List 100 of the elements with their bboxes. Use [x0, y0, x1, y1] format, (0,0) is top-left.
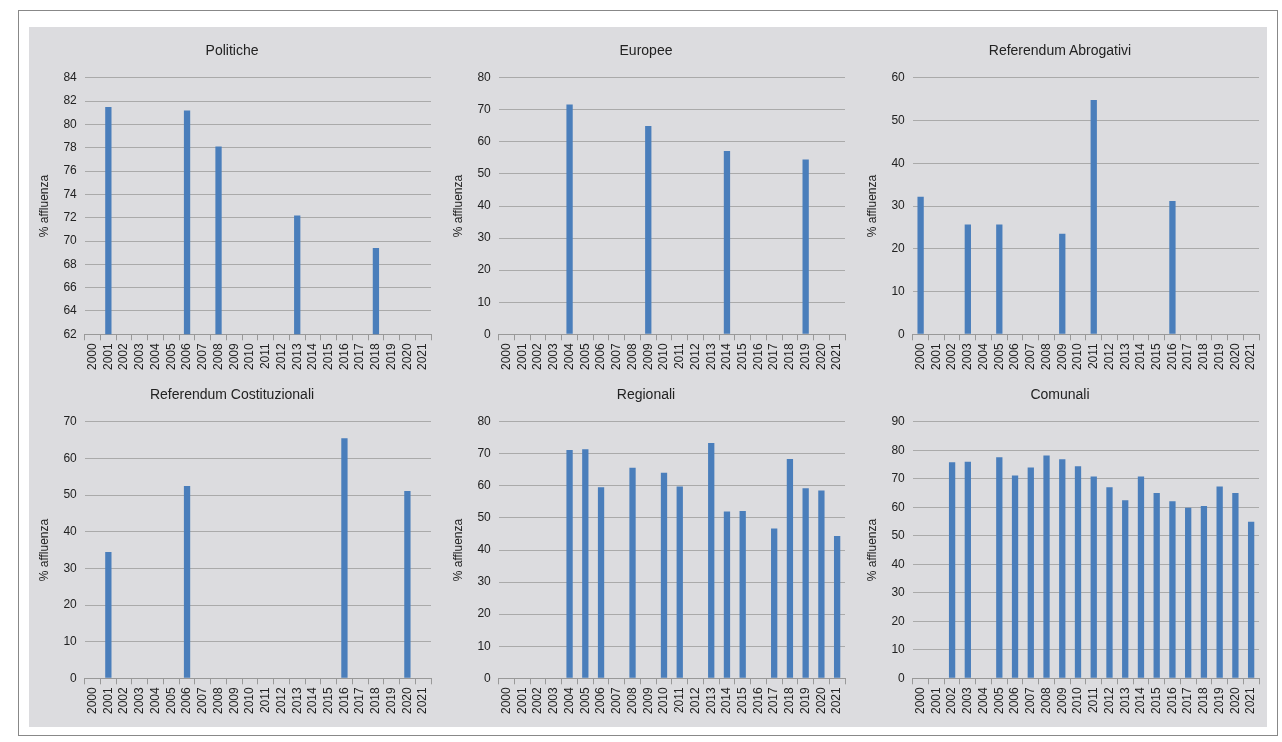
x-tick-label: 2016	[1164, 342, 1179, 371]
y-tick-label: 20	[477, 262, 492, 277]
x-tick-label: 2020	[813, 686, 828, 715]
bar	[1090, 476, 1097, 678]
bar	[1059, 459, 1066, 678]
x-tick-label: 2014	[305, 686, 320, 715]
x-tick-label: 2019	[383, 686, 398, 715]
y-tick-label: 40	[477, 542, 492, 557]
y-tick-label: 70	[63, 233, 78, 248]
x-tick-label: 2014	[719, 342, 734, 371]
x-tick-label: 2014	[719, 686, 734, 715]
x-tick-label: 2015	[1149, 686, 1164, 715]
y-tick-label: 50	[891, 528, 906, 543]
x-tick-label: 2007	[609, 342, 624, 371]
x-tick-label: 2012	[273, 686, 288, 715]
x-tick-label: 2017	[766, 686, 781, 715]
x-tick-label: 2009	[1054, 686, 1069, 715]
x-tick-label: 2020	[399, 342, 414, 371]
x-tick-label: 2008	[1038, 342, 1053, 371]
x-tick-label: 2003	[546, 686, 561, 715]
y-tick-label: 0	[70, 670, 78, 685]
x-tick-label: 2013	[703, 686, 718, 715]
x-tick-label: 2021	[1243, 686, 1258, 715]
y-tick-label: 50	[891, 112, 906, 127]
y-tick-label: 80	[891, 442, 906, 457]
x-tick-label: 2009	[640, 686, 655, 715]
bar	[1011, 475, 1019, 678]
x-tick-label: 2002	[530, 686, 545, 715]
x-tick-label: 2004	[561, 342, 576, 371]
y-tick-label: 40	[891, 556, 906, 571]
x-tick-label: 2014	[305, 342, 320, 371]
y-tick-label: 40	[63, 524, 78, 539]
x-tick-label: 2012	[273, 342, 288, 371]
y-tick-label: 90	[891, 414, 906, 429]
x-tick-label: 2016	[1164, 686, 1179, 715]
x-tick-label: 2017	[352, 342, 367, 371]
x-tick-label: 2017	[1180, 342, 1195, 371]
bar	[917, 196, 924, 334]
x-tick-label: 2000	[912, 686, 927, 715]
y-axis-title: % affluenza	[36, 518, 51, 582]
bar	[739, 510, 746, 678]
x-tick-label: 2021	[1243, 342, 1258, 371]
x-tick-label: 2016	[750, 686, 765, 715]
x-tick-label: 2009	[226, 686, 241, 715]
bar	[1059, 233, 1066, 334]
x-tick-label: 2010	[242, 686, 257, 715]
bar	[1153, 493, 1160, 678]
x-tick-label: 2005	[991, 342, 1006, 371]
x-tick-label: 2004	[975, 342, 990, 371]
y-tick-label: 80	[63, 116, 78, 131]
x-tick-label: 2017	[766, 342, 781, 371]
bar	[183, 485, 191, 678]
x-tick-label: 2011	[1086, 342, 1101, 370]
x-tick-label: 2006	[1007, 686, 1022, 715]
bar	[404, 491, 411, 678]
y-tick-label: 0	[484, 326, 492, 341]
x-tick-label: 2006	[1007, 342, 1022, 371]
x-tick-label: 2001	[928, 686, 943, 715]
x-tick-label: 2007	[609, 686, 624, 715]
y-tick-label: 68	[63, 256, 78, 271]
bar	[802, 488, 809, 678]
x-tick-label: 2000	[498, 342, 513, 371]
x-tick-label: 2006	[593, 686, 608, 715]
bar	[1169, 200, 1176, 334]
bar	[833, 535, 841, 678]
y-tick-label: 20	[891, 241, 906, 256]
bar	[566, 450, 573, 678]
x-tick-label: 2003	[960, 686, 975, 715]
x-tick-label: 2015	[321, 686, 336, 715]
x-tick-label: 2009	[640, 342, 655, 371]
x-tick-label: 2016	[750, 342, 765, 371]
y-tick-label: 10	[477, 294, 492, 309]
x-tick-label: 2015	[735, 686, 750, 715]
x-tick-label: 2010	[242, 342, 257, 371]
x-tick-label: 2003	[132, 686, 147, 715]
x-tick-label: 2004	[975, 686, 990, 715]
bar	[1043, 455, 1050, 678]
x-tick-label: 2005	[163, 342, 178, 371]
bar	[1137, 476, 1145, 678]
x-tick-label: 2019	[797, 342, 812, 371]
x-tick-label: 2002	[944, 342, 959, 371]
y-tick-label: 30	[63, 560, 78, 575]
x-tick-label: 2005	[163, 686, 178, 715]
x-tick-label: 2018	[1196, 686, 1211, 715]
x-tick-label: 2000	[84, 686, 99, 715]
x-tick-label: 2017	[1180, 686, 1195, 715]
x-tick-label: 2019	[1211, 686, 1226, 715]
x-tick-label: 2018	[368, 342, 383, 371]
bar	[818, 490, 825, 678]
x-tick-label: 2013	[289, 342, 304, 371]
x-tick-label: 2009	[1054, 342, 1069, 371]
x-tick-label: 2005	[577, 342, 592, 371]
y-tick-label: 60	[891, 499, 906, 514]
bar	[629, 467, 636, 678]
y-tick-label: 74	[63, 186, 78, 201]
x-tick-label: 2013	[1117, 686, 1132, 715]
x-tick-label: 2001	[514, 342, 529, 371]
y-tick-label: 40	[477, 198, 492, 213]
y-axis-title: % affluenza	[450, 174, 465, 238]
y-tick-label: 70	[477, 446, 492, 461]
